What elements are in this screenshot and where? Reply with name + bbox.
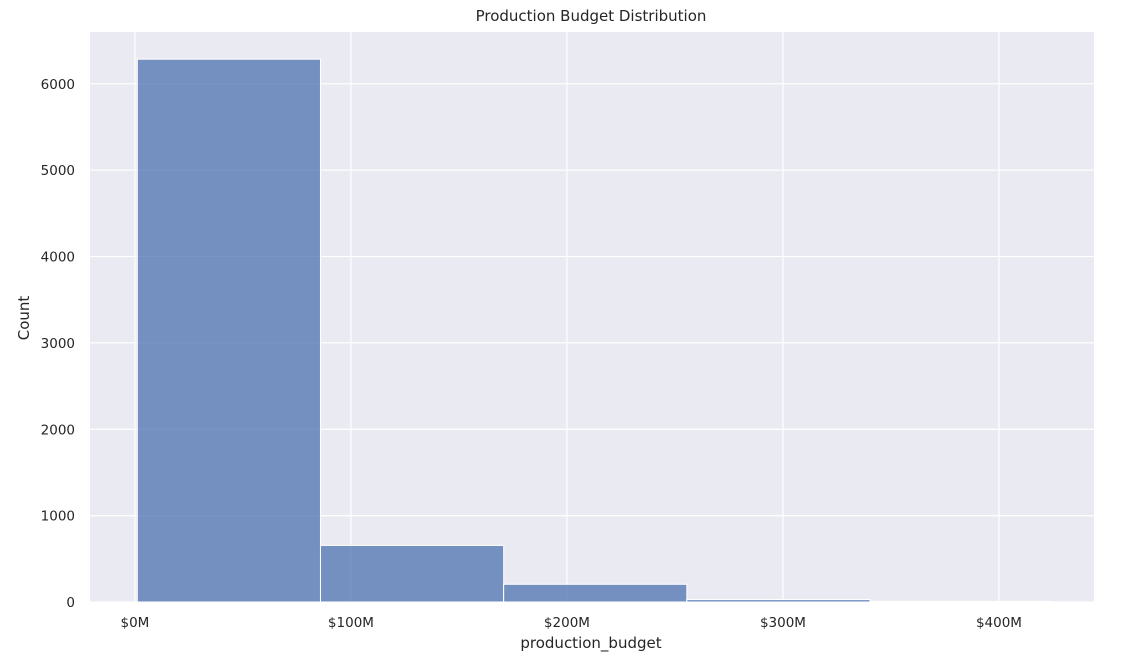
- histogram-bars: [136, 58, 1054, 603]
- y-axis-ticks: 0 1000 2000 3000 4000 5000 6000: [41, 77, 75, 611]
- y-tick-label: 4000: [41, 250, 75, 266]
- histogram-bar: [686, 599, 871, 603]
- y-tick-label: 5000: [41, 163, 75, 179]
- x-tick-label: $400M: [976, 615, 1022, 631]
- histogram-bar: [136, 58, 321, 603]
- x-tick-label: $0M: [121, 615, 150, 631]
- y-tick-label: 3000: [41, 336, 75, 352]
- chart-title: Production Budget Distribution: [476, 7, 707, 25]
- x-tick-label: $300M: [760, 615, 806, 631]
- y-tick-label: 0: [66, 595, 75, 611]
- histogram-bar: [869, 600, 1054, 603]
- y-tick-label: 2000: [41, 422, 75, 438]
- y-axis-label: Count: [15, 296, 33, 341]
- histogram-bar: [503, 583, 688, 603]
- x-tick-label: $100M: [328, 615, 374, 631]
- y-tick-label: 6000: [41, 77, 75, 93]
- x-tick-label: $200M: [544, 615, 590, 631]
- x-axis-ticks: $0M $100M $200M $300M $400M: [121, 615, 1022, 631]
- y-tick-label: 1000: [41, 509, 75, 525]
- x-axis-label: production_budget: [520, 634, 661, 653]
- histogram-bar: [319, 544, 505, 603]
